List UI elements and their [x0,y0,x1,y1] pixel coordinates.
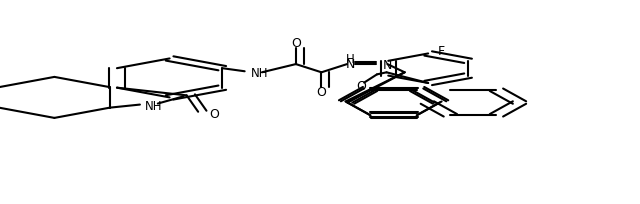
Text: O: O [317,86,326,99]
Text: H: H [346,53,355,66]
Text: O: O [209,108,219,121]
Text: N: N [382,58,392,71]
Text: NH: NH [145,100,163,113]
Text: O: O [291,37,301,50]
Text: NH: NH [251,67,269,79]
Text: N: N [346,57,355,70]
Text: F: F [438,45,445,58]
Text: O: O [356,80,366,93]
